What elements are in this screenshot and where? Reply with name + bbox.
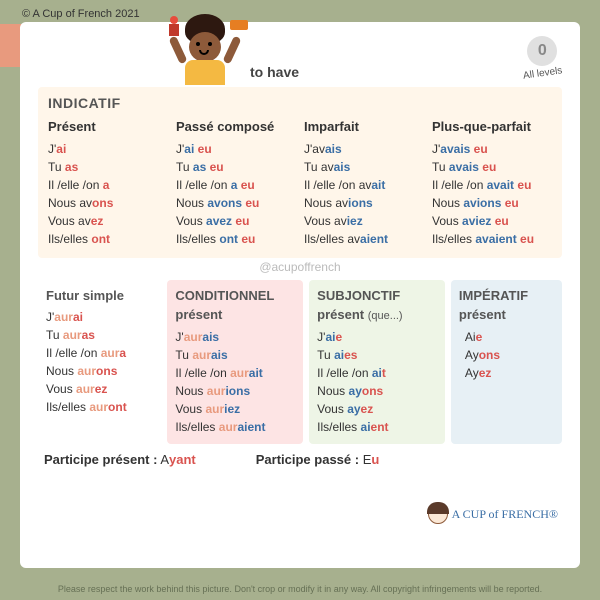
imparfait-col: ImparfaitJ'avaisTu avaisIl /elle /on ava… (304, 117, 428, 248)
footer-text: Please respect the work behind this pict… (0, 584, 600, 594)
level-badge: 0 All levels (523, 36, 562, 79)
logo-girl-icon (428, 504, 448, 524)
watermark: @acupoffrench (38, 260, 562, 274)
passe-col: Passé composéJ'ai euTu as euIl /elle /on… (176, 117, 300, 248)
logo-text: A CUP of FRENCH® (452, 507, 558, 522)
level-number: 0 (527, 36, 557, 66)
imper-box: IMPÉRATIFprésentAieAyonsAyez (451, 280, 562, 444)
brand-logo: A CUP of FRENCH® (428, 504, 558, 524)
indicatif-title: INDICATIF (48, 95, 556, 111)
row2: Futur simpleJ'auraiTu aurasIl /elle /on … (38, 280, 562, 444)
copyright: © A Cup of French 2021 (22, 8, 140, 20)
level-text: All levels (522, 65, 563, 81)
subtitle: to have (250, 64, 299, 80)
cond-box: CONDITIONNELprésentJ'auraisTu auraisIl /… (167, 280, 303, 444)
pp-present-label: Participe présent : (44, 452, 157, 467)
main-card: to have 0 All levels INDICATIF PrésentJ'… (20, 22, 580, 568)
futur-box: Futur simpleJ'auraiTu aurasIl /elle /on … (38, 280, 161, 444)
participles: Participe présent : Ayant Participe pass… (38, 452, 562, 467)
indicatif-section: INDICATIF PrésentJ'aiTu asIl /elle /on a… (38, 87, 562, 258)
subj-box: SUBJONCTIFprésent (que...)J'aieTu aiesIl… (309, 280, 445, 444)
boy-icon (170, 14, 240, 89)
pqp-col: Plus-que-parfaitJ'avais euTu avais euIl … (432, 117, 556, 248)
header-illustration: to have (170, 14, 299, 89)
present-col: PrésentJ'aiTu asIl /elle /on aNous avons… (48, 117, 172, 248)
pp-passe-label: Participe passé : (256, 452, 359, 467)
